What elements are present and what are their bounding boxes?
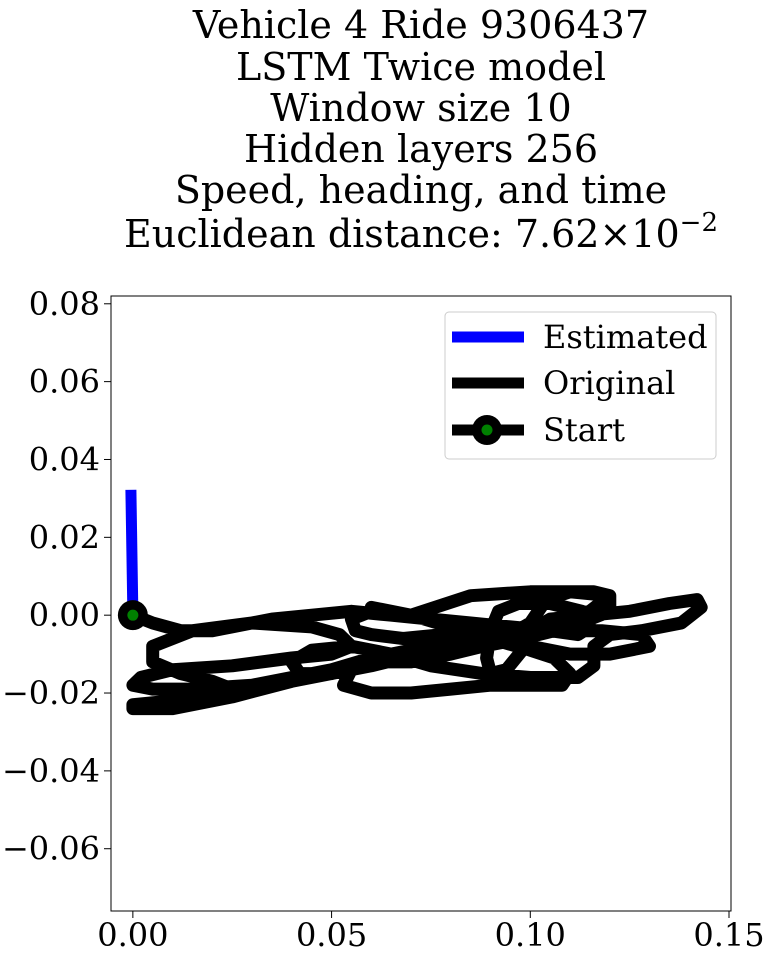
legend-label-start: Start [543,411,625,449]
distance-times-ten: ×10 [599,212,679,256]
x-tick-label: 0.10 [495,916,566,954]
x-tick-label: 0.15 [693,916,764,954]
legend-box [444,311,717,460]
title-line-model: LSTM Twice model [236,45,606,89]
legend-label-estimated: Estimated [543,318,708,356]
y-tick-label: 0.06 [29,363,100,401]
series-layer [117,489,708,716]
y-tick-label: 0.02 [29,518,100,556]
y-tick-label: −0.06 [2,830,100,868]
title-line-vehicle: Vehicle 4 Ride 9306437 [192,3,649,47]
title-line-window: Window size 10 [270,86,571,130]
series-line-original [126,585,708,716]
legend-label-original: Original [543,364,675,402]
legend-swatch-start-dot [481,424,493,436]
y-tick-label: 0.00 [29,596,100,634]
axis-ticks: 0.00 0.05 0.10 0.15 0.08 0.06 0.04 0.02 0.00 −0.0… [2,285,765,954]
title-line-features: Speed, heading, and time [175,168,667,212]
x-tick-label: 0.00 [97,916,168,954]
plot-frame [110,295,732,912]
distance-exponent: −2 [680,208,718,238]
title-line-hidden: Hidden layers 256 [244,127,598,171]
series-line-estimated [125,489,139,616]
y-tick-label: 0.04 [29,440,100,478]
distance-mantissa: Euclidean distance: 7.62 [124,212,599,256]
y-tick-label: 0.08 [29,285,100,323]
title-line-distance: Euclidean distance: 7.62×10−2 [124,208,718,256]
y-tick-label: −0.02 [2,674,100,712]
chart-title: Vehicle 4 Ride 9306437 LSTM Twice model … [124,3,718,256]
legend: Estimated Original Start [444,311,717,460]
start-marker-dot [127,609,139,621]
x-tick-label: 0.05 [296,916,367,954]
y-tick-label: −0.04 [2,752,100,790]
